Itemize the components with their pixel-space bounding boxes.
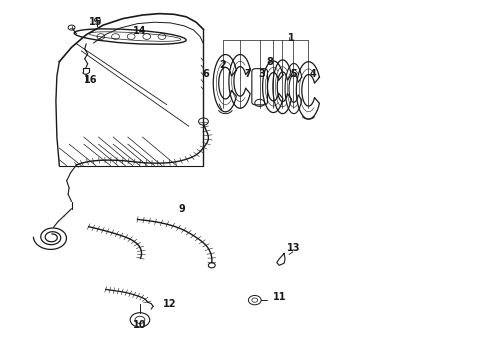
Text: 8: 8	[266, 57, 273, 67]
Text: 15: 15	[89, 17, 103, 27]
Text: 5: 5	[291, 69, 297, 79]
Text: 2: 2	[220, 60, 226, 70]
Text: 3: 3	[259, 69, 266, 79]
Text: 14: 14	[133, 26, 147, 36]
Text: 12: 12	[163, 299, 176, 309]
Text: 1: 1	[288, 33, 295, 43]
Text: 9: 9	[178, 204, 185, 214]
Text: 10: 10	[133, 320, 147, 330]
Text: 6: 6	[202, 69, 209, 79]
Text: 16: 16	[84, 75, 98, 85]
Text: 11: 11	[272, 292, 286, 302]
Text: 4: 4	[310, 69, 317, 79]
Text: 7: 7	[244, 69, 251, 79]
Text: 13: 13	[287, 243, 300, 253]
